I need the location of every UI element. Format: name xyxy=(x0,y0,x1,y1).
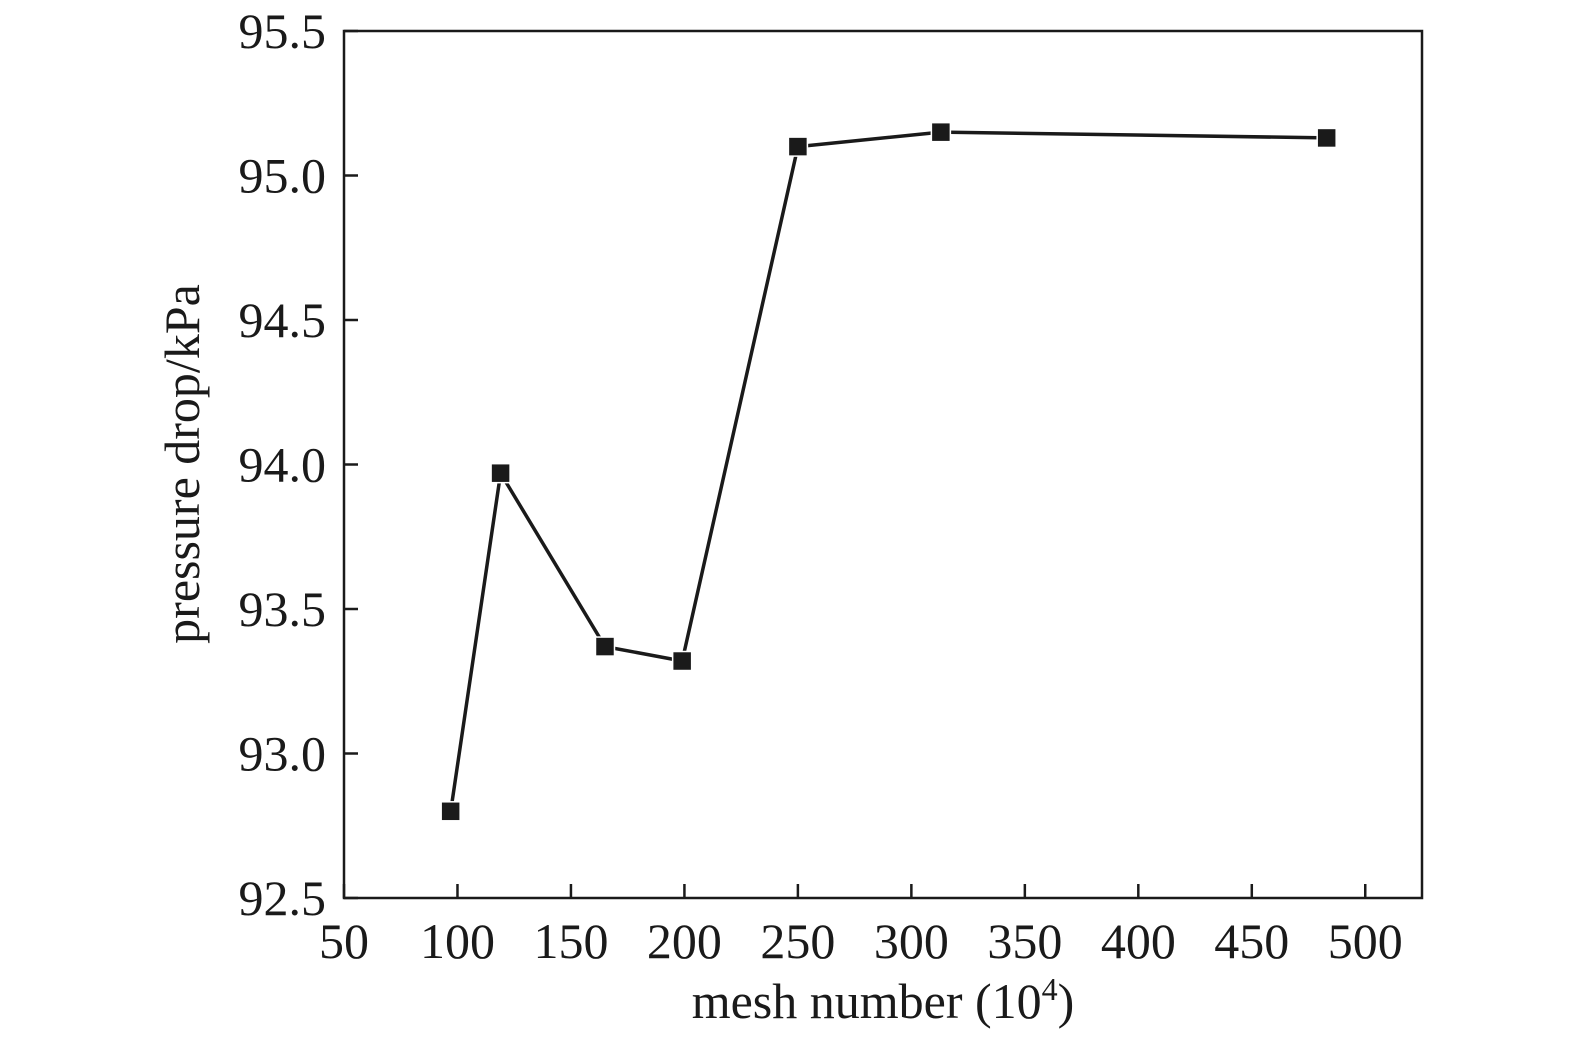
x-tick-label: 250 xyxy=(760,913,835,969)
x-tick-label: 500 xyxy=(1328,913,1403,969)
y-tick-label: 92.5 xyxy=(239,870,327,926)
data-point xyxy=(490,462,511,484)
y-tick-label: 94.5 xyxy=(239,292,327,348)
x-tick-label: 50 xyxy=(319,913,369,969)
data-point xyxy=(787,136,809,157)
y-axis-ticks: 92.5 93.0 93.5 94.0 94.5 95.0 95.5 xyxy=(239,3,358,926)
x-axis-ticks: 50 100 150 200 250 300 350 400 450 500 xyxy=(319,884,1403,969)
y-tick-label: 93.5 xyxy=(239,581,327,637)
x-tick-label: 350 xyxy=(987,913,1062,969)
series-line xyxy=(448,130,1327,812)
series-layer xyxy=(440,121,1337,822)
x-axis-label: mesh number (104) xyxy=(692,971,1075,1029)
data-point xyxy=(1316,127,1337,149)
y-axis-label: pressure drop/kPa xyxy=(154,284,210,644)
y-tick-label: 93.0 xyxy=(239,726,327,782)
x-tick-label: 100 xyxy=(420,913,495,969)
y-tick-label: 95.5 xyxy=(239,3,327,59)
x-tick-label: 450 xyxy=(1214,913,1289,969)
x-tick-label: 300 xyxy=(874,913,949,969)
x-axis-label-superscript: 4 xyxy=(1042,971,1058,1007)
y-tick-label: 94.0 xyxy=(239,437,327,493)
x-tick-label: 150 xyxy=(533,913,608,969)
x-tick-label: 200 xyxy=(647,913,722,969)
y-tick-label: 95.0 xyxy=(239,148,327,204)
x-tick-label: 400 xyxy=(1101,913,1176,969)
data-point xyxy=(594,636,616,657)
data-point xyxy=(930,121,952,143)
data-point xyxy=(671,650,693,672)
data-point xyxy=(440,801,461,822)
